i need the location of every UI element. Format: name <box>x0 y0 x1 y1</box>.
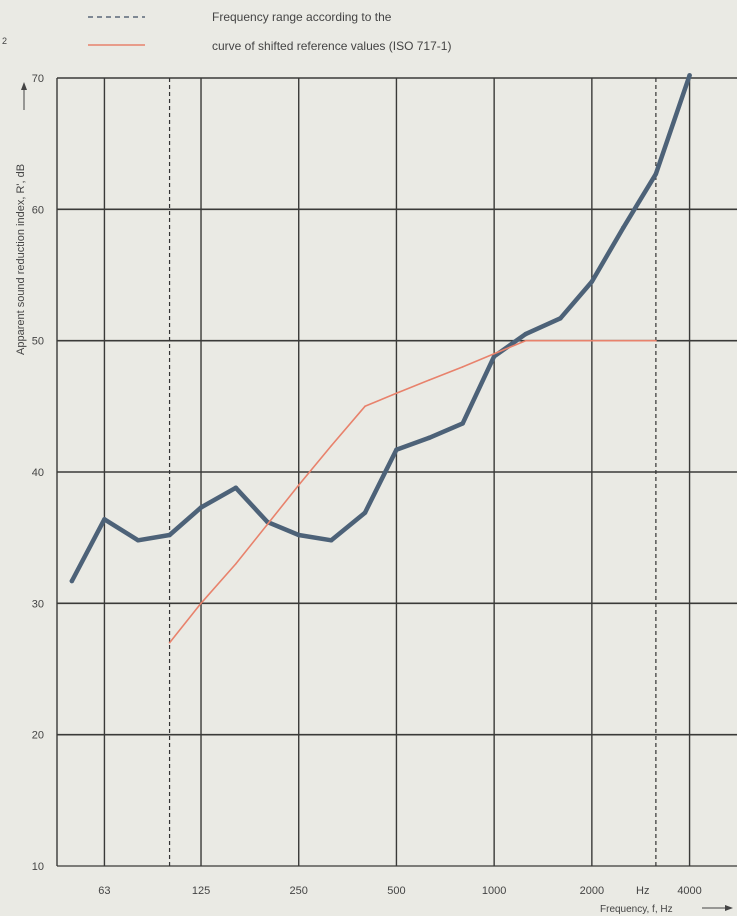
reference-data-point <box>330 444 333 447</box>
reference-data-point <box>591 339 593 342</box>
legend-label-frequency-range: Frequency range according to the <box>212 10 392 24</box>
measured-data-point <box>329 538 334 543</box>
reference-data-point <box>524 339 527 342</box>
y-axis-arrow <box>21 82 27 110</box>
measured-data-point <box>491 354 497 359</box>
measured-data-point <box>621 225 626 230</box>
reference-data-point <box>168 641 171 644</box>
reference-data-point <box>428 379 430 381</box>
x-axis-arrow <box>702 905 733 911</box>
y-tick-label: 60 <box>32 204 44 216</box>
measured-data-point <box>198 505 204 510</box>
reference-data-point <box>655 339 657 342</box>
y-tick-label: 50 <box>32 336 44 348</box>
measured-data-point <box>426 435 432 441</box>
x-tick-label: 4000 <box>677 885 701 897</box>
x-tick-label: 250 <box>290 885 308 897</box>
measured-data-point <box>102 517 107 522</box>
reference-data-point <box>266 523 269 526</box>
x-tick-labels: 63 125 250 500 1000 2000 4000 <box>98 885 702 897</box>
y-tick-label: 30 <box>32 598 44 610</box>
reference-data-point <box>395 392 398 395</box>
reference-data-point <box>235 563 237 565</box>
measured-data-point <box>589 279 595 284</box>
measured-data-point <box>362 510 368 515</box>
x-tick-label: 500 <box>387 885 405 897</box>
measured-data-point <box>69 578 75 584</box>
legend-label-reference-curve: curve of shifted reference values (ISO 7… <box>212 39 451 53</box>
measured-data-point <box>135 538 141 543</box>
y-tick-label: 70 <box>32 73 44 85</box>
y-tick-label: 20 <box>32 730 44 742</box>
series <box>69 73 692 644</box>
corner-mark: 2 <box>2 36 7 46</box>
y-tick-label: 10 <box>32 861 44 873</box>
frequency-range-markers <box>168 78 657 866</box>
measured-data-point <box>394 447 399 452</box>
x-unit-label: Hz <box>636 885 649 897</box>
reference-series-line <box>168 339 657 644</box>
x-axis-label: Frequency, f, Hz <box>600 904 673 915</box>
legend: Frequency range according to the curve o… <box>2 10 451 53</box>
grid <box>56 77 737 867</box>
measured-data-point <box>296 532 301 538</box>
measured-data-point <box>523 331 528 337</box>
reference-data-point <box>364 405 366 408</box>
y-tick-labels: 10 20 30 40 50 60 70 <box>32 73 44 873</box>
reference-data-point <box>622 339 625 342</box>
x-tick-label: 2000 <box>580 885 604 897</box>
y-axis-label: Apparent sound reduction index, R', dB <box>15 164 27 355</box>
measured-series-line <box>69 73 692 584</box>
reference-data-point <box>297 484 300 486</box>
measured-data-point <box>167 532 172 538</box>
measured-data-point <box>653 171 659 177</box>
reference-data-point <box>493 353 495 355</box>
measured-data-point <box>558 316 563 321</box>
reference-data-point <box>559 339 562 342</box>
measured-data-point <box>233 485 239 491</box>
measured-data-point <box>687 73 692 78</box>
reference-data-point <box>200 602 202 605</box>
x-tick-label: 125 <box>192 885 210 897</box>
x-tick-label: 1000 <box>482 885 506 897</box>
reference-data-point <box>461 366 464 368</box>
x-tick-label: 63 <box>98 885 110 897</box>
measured-data-point <box>460 421 465 426</box>
y-tick-label: 40 <box>32 467 44 479</box>
